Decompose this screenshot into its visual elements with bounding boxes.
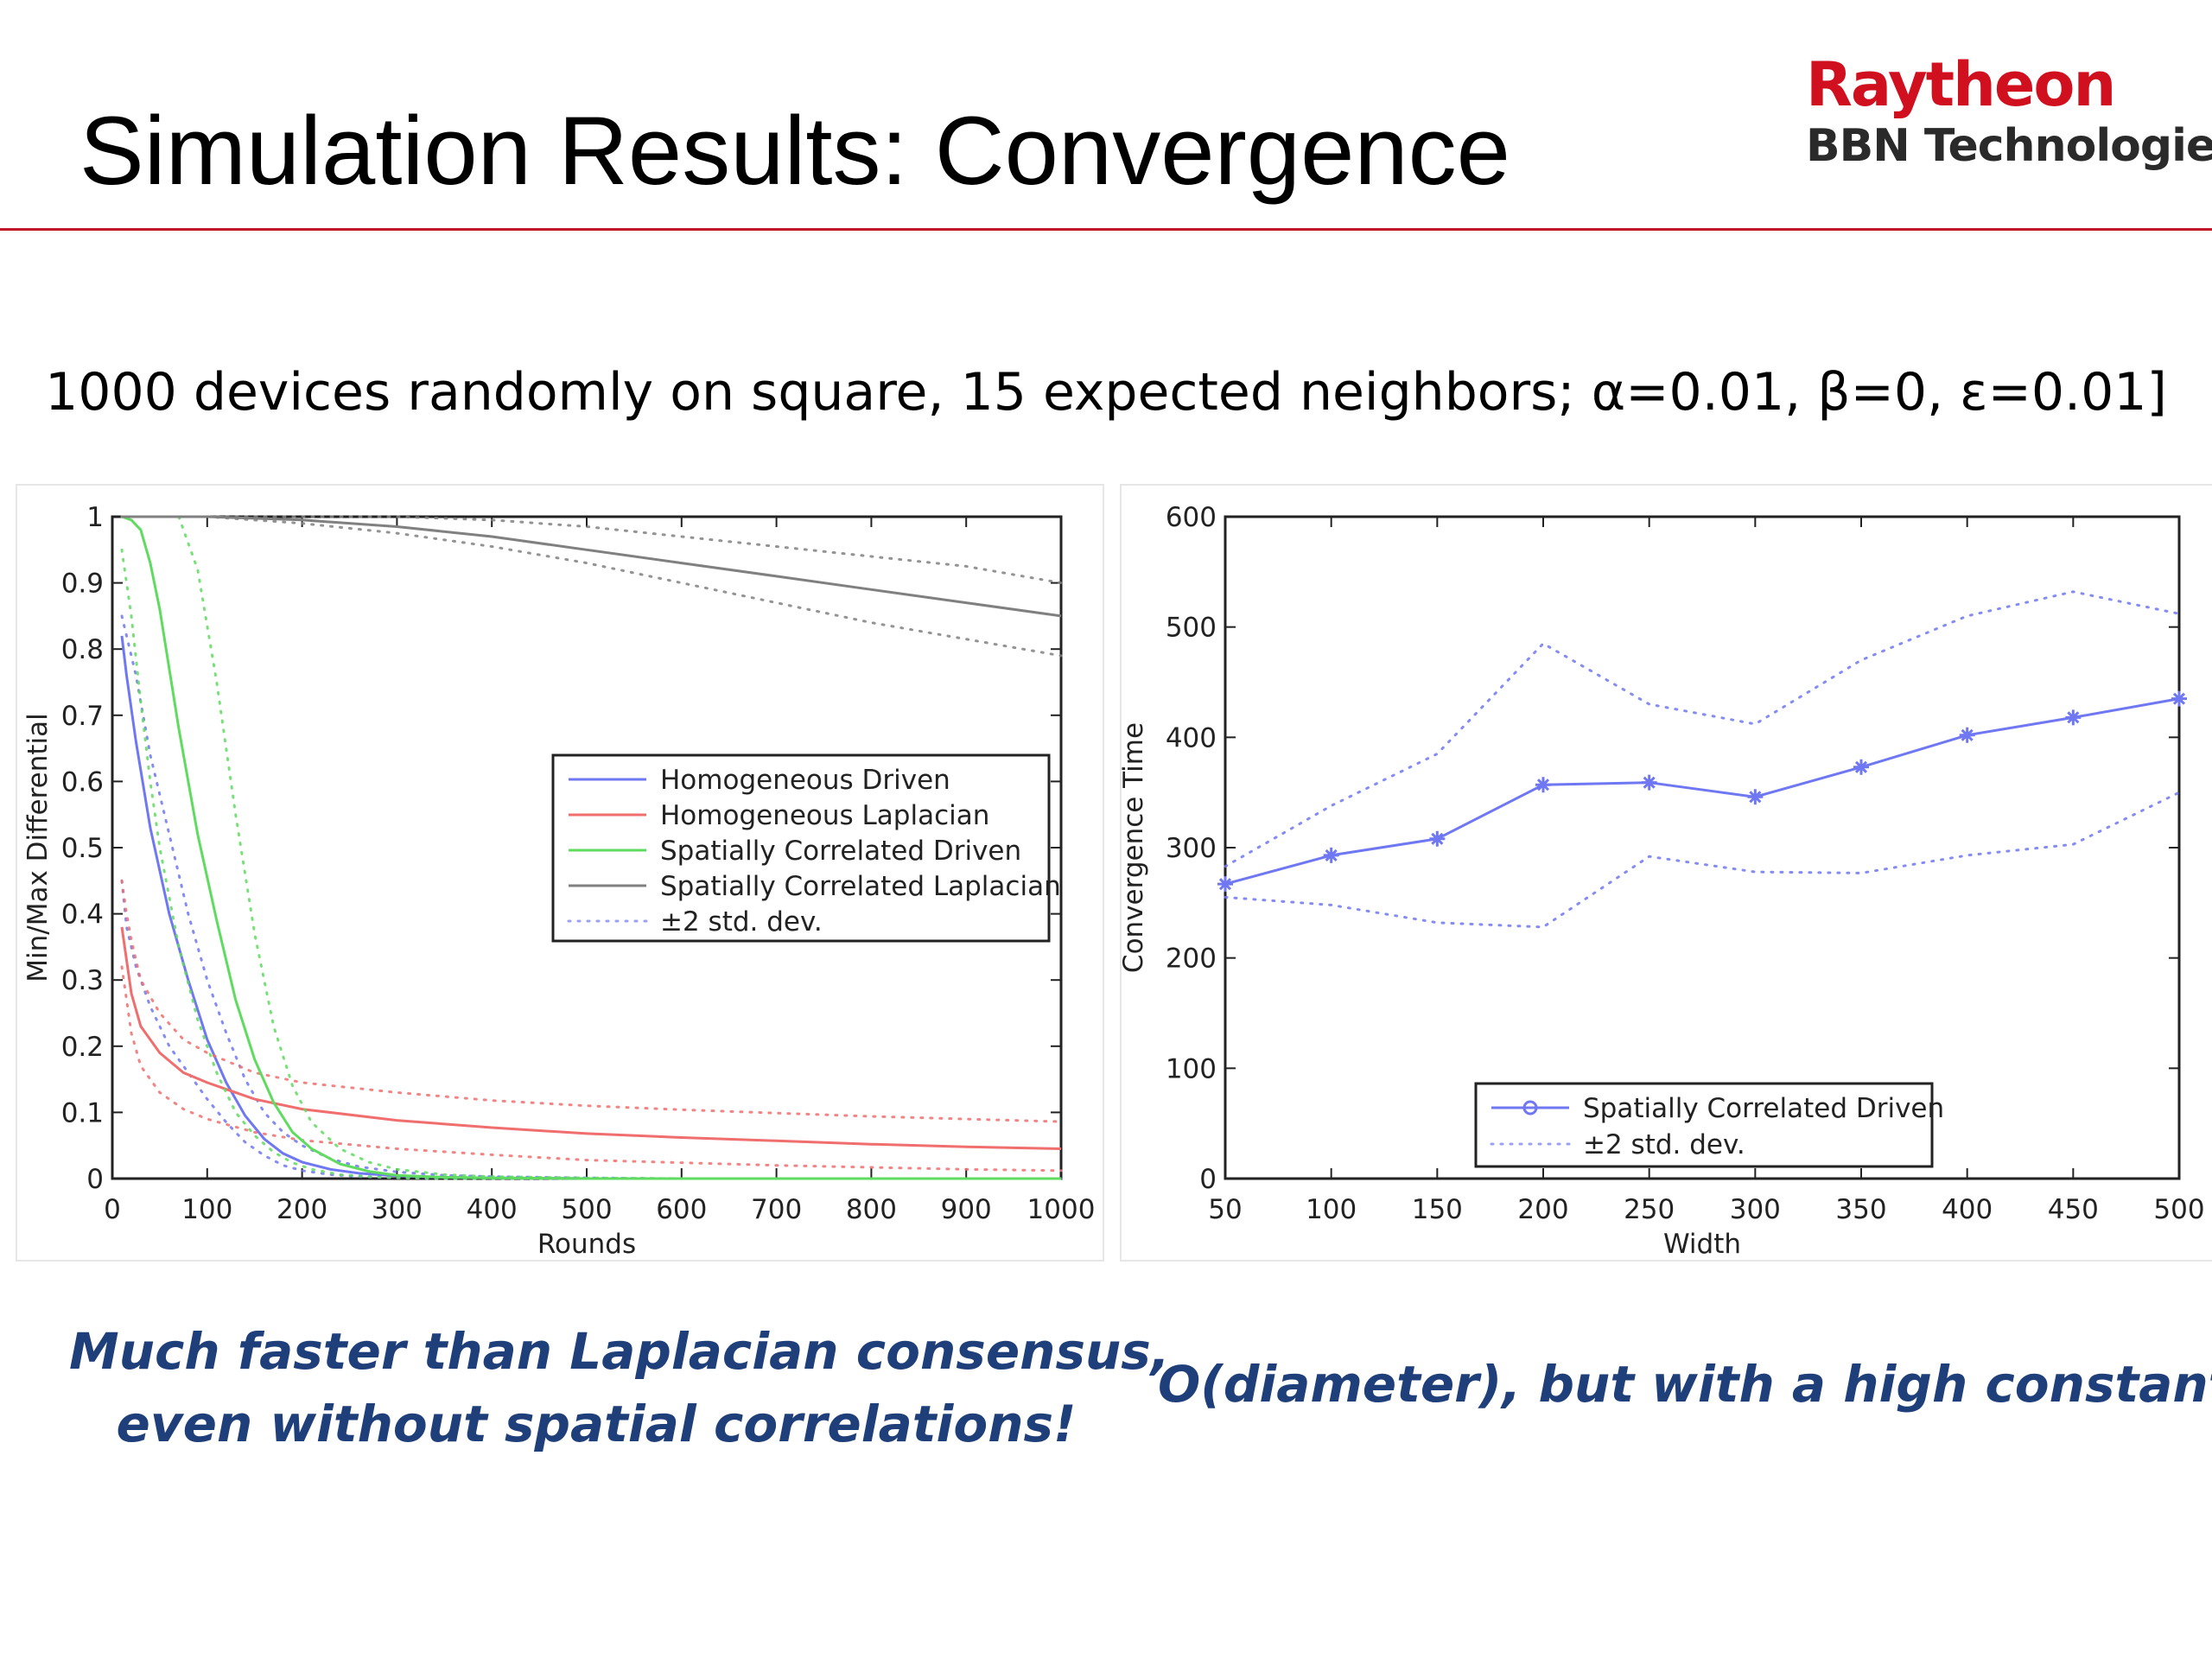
homogeneous-laplacian-series-line — [120, 926, 1062, 1150]
legend-marker — [1522, 1100, 1538, 1116]
x-tick-label: 100 — [1306, 1194, 1357, 1225]
y-tick-label: 0.6 — [61, 766, 104, 798]
y-tick-label: 1 — [86, 502, 104, 533]
x-tick-label: 300 — [372, 1194, 423, 1225]
logo-raytheon-text: Raytheon — [1806, 49, 2116, 120]
x-axis-label: Width — [1663, 1229, 1741, 1260]
legend-box — [551, 753, 1051, 943]
slide-subtitle: 1000 devices randomly on square, 15 expe… — [45, 362, 2167, 423]
legend-box — [1474, 1082, 1934, 1168]
spatially-correlated-driven-series-line — [121, 515, 1061, 1180]
data-point-marker — [1535, 777, 1551, 793]
y-axis-label: Convergence Time — [1122, 722, 1149, 973]
x-tick-label: 200 — [276, 1194, 327, 1225]
spatially-correlated-laplacian-upper-2sd-line — [120, 515, 1063, 585]
x-tick-label: 250 — [1624, 1194, 1675, 1225]
data-point-marker — [1429, 830, 1446, 847]
spatially-correlated-driven-series-line — [1224, 697, 2180, 886]
data-point-marker — [2171, 690, 2187, 707]
x-tick-label: 600 — [656, 1194, 707, 1225]
caption-left-line2: even without spatial correlations! — [116, 1395, 1077, 1453]
convergence-width-chart-panel: 50 100 150 200 250 300 350 400 450 500 0 100 200 300 4… — [1118, 484, 2212, 1262]
min-max-differential-chart: 0 100 200 300 400 500 600 700 800 900 1000 0 0.1 0.2 0… — [22, 502, 1096, 1260]
homogeneous-driven-upper-2sd-line — [120, 614, 1063, 1180]
convergence-rounds-chart-panel: 0 100 200 300 400 500 600 700 800 900 1000 0 0.1 0.2 0… — [16, 484, 1104, 1262]
x-tick-label: 350 — [1835, 1194, 1886, 1225]
caption-right: O(diameter), but with a high constant. — [1158, 1355, 2212, 1414]
y-axis-label: Min/Max Differential — [22, 713, 54, 982]
legend-label: Spatially Correlated Driven — [660, 836, 1021, 867]
legend-label: Spatially Correlated Driven — [1583, 1093, 1944, 1124]
y-tick-label: 500 — [1166, 613, 1217, 644]
y-tick-label: 0 — [86, 1164, 104, 1195]
y-tick-label: 0 — [1199, 1164, 1217, 1195]
spatially-correlated-laplacian-lower-2sd-line — [120, 515, 1063, 658]
x-tick-label: 50 — [1208, 1194, 1242, 1225]
y-tick-label: 0.3 — [61, 965, 104, 996]
x-tick-label: 150 — [1412, 1194, 1463, 1225]
y-tick-label: 400 — [1166, 722, 1217, 753]
y-tick-label: 300 — [1166, 833, 1217, 864]
title-divider — [0, 228, 2212, 231]
x-tick-label: 300 — [1730, 1194, 1781, 1225]
y-tick-label: 0.2 — [61, 1032, 104, 1063]
data-point-marker — [1323, 847, 1339, 863]
data-point-marker — [1853, 759, 1869, 775]
legend-label: Homogeneous Driven — [660, 765, 950, 796]
y-tick-label: 0.9 — [61, 569, 104, 600]
caption-left: Much faster than Laplacian consensus, ev… — [69, 1315, 1170, 1460]
slide-title: Simulation Results: Convergence — [79, 97, 1510, 205]
y-tick-label: 200 — [1166, 944, 1217, 975]
x-tick-label: 0 — [104, 1194, 121, 1225]
logo-bbn-text: BBN Technologies — [1806, 120, 2212, 172]
y-tick-label: 0.1 — [61, 1097, 104, 1128]
legend-label: Homogeneous Laplacian — [660, 800, 989, 831]
data-point-marker — [1217, 876, 1233, 893]
y-tick-label: 600 — [1166, 502, 1217, 533]
data-point-marker — [1747, 789, 1764, 805]
caption-left-line1: Much faster than Laplacian consensus, — [69, 1322, 1170, 1381]
x-tick-label: 450 — [2048, 1194, 2099, 1225]
homogeneous-laplacian-upper-2sd-line — [120, 879, 1063, 1123]
x-tick-label: 800 — [846, 1194, 897, 1225]
x-tick-label: 900 — [941, 1194, 992, 1225]
data-point-marker — [2065, 709, 2082, 726]
y-tick-label: 0.4 — [61, 899, 104, 931]
legend-label: ±2 std. dev. — [1583, 1129, 1745, 1160]
x-tick-label: 1000 — [1027, 1194, 1096, 1225]
spatially-correlated-laplacian-series-line — [122, 515, 1062, 618]
x-tick-label: 400 — [467, 1194, 518, 1225]
legend-label: Spatially Correlated Laplacian — [660, 871, 1061, 902]
legend-label: ±2 std. dev. — [660, 906, 823, 938]
y-tick-label: 0.5 — [61, 833, 104, 864]
y-tick-label: 100 — [1166, 1053, 1217, 1084]
data-point-marker — [1641, 774, 1657, 791]
x-axis-label: Rounds — [537, 1229, 636, 1260]
x-tick-label: 200 — [1517, 1194, 1568, 1225]
data-point-marker — [1959, 727, 1975, 743]
convergence-time-chart: 50 100 150 200 250 300 350 400 450 500 0 100 200 300 4… — [1118, 502, 2205, 1260]
spatially-correlated-driven-upper-2sd-line — [1224, 590, 2181, 868]
y-tick-label: 0.8 — [61, 634, 104, 665]
raytheon-bbn-logo: Raytheon BBN Technologies — [1806, 49, 2212, 173]
x-tick-label: 500 — [561, 1194, 612, 1225]
x-tick-label: 100 — [181, 1194, 232, 1225]
y-tick-label: 0.7 — [61, 701, 104, 732]
x-tick-label: 400 — [1942, 1194, 1993, 1225]
x-tick-label: 700 — [751, 1194, 802, 1225]
x-tick-label: 500 — [2153, 1194, 2204, 1225]
